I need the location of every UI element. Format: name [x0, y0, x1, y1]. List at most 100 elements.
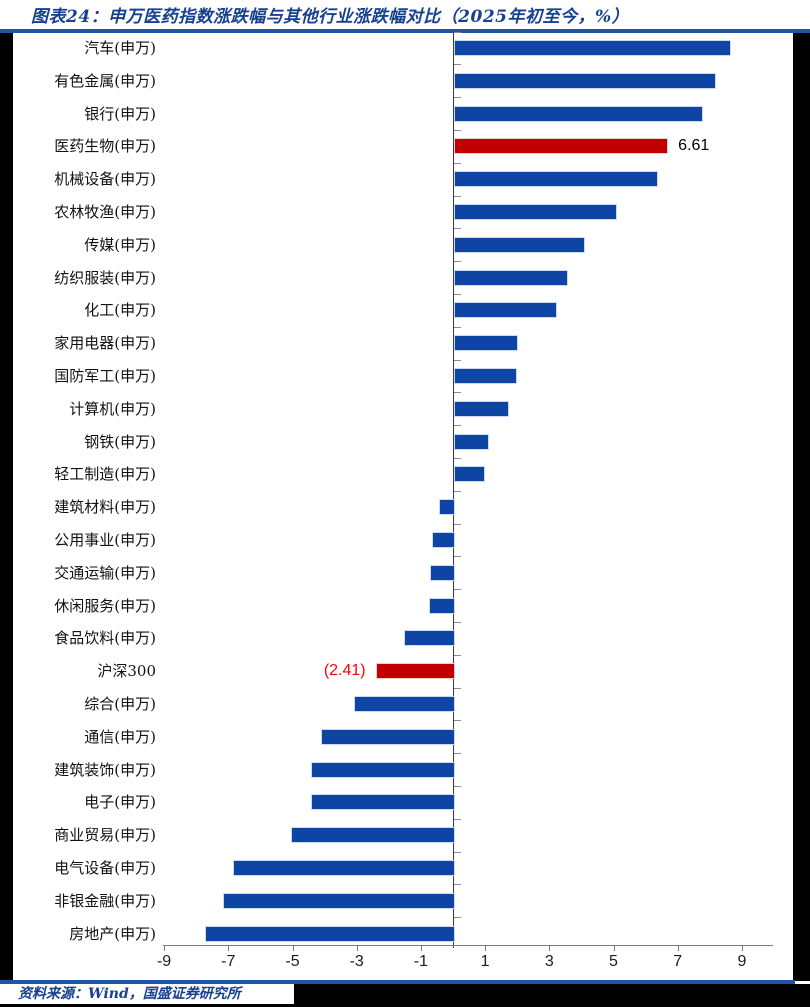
- category-axis-tick: [454, 851, 461, 853]
- y-axis-zero-line: [453, 33, 454, 948]
- category-label: 传媒(申万): [84, 235, 156, 254]
- category-label: 银行(申万): [84, 104, 156, 123]
- bar: [432, 532, 455, 548]
- bar: [404, 630, 455, 647]
- category-axis-tick: [454, 326, 461, 328]
- bar: [428, 597, 455, 614]
- category-axis-tick: [454, 818, 461, 820]
- category-axis-tick: [454, 97, 461, 99]
- x-axis-tick: [485, 945, 487, 951]
- category-axis-tick: [454, 130, 461, 131]
- category-label: 综合(申万): [84, 695, 156, 713]
- category-label: 国防军工(申万): [54, 367, 156, 385]
- x-tick-label: 9: [737, 953, 747, 970]
- footer-divider-rule: [0, 980, 795, 984]
- x-axis-tick: [677, 945, 679, 951]
- bar: [454, 204, 617, 220]
- x-tick-label: -9: [156, 953, 172, 970]
- x-tick-label: -3: [349, 953, 364, 970]
- bar: [454, 269, 568, 286]
- bar: [205, 925, 455, 942]
- x-tick-label: -5: [285, 953, 300, 970]
- x-tick-label: 1: [480, 953, 490, 970]
- category-label: 医药生物(申万): [54, 137, 156, 156]
- figure-title: 图表24：申万医药指数涨跌幅与其他行业涨跌幅对比（2025年初至今，%）: [31, 7, 630, 27]
- bar-highlight: [454, 138, 669, 155]
- bar: [454, 40, 731, 56]
- x-axis-tick: [356, 945, 358, 951]
- category-label: 化工(申万): [84, 301, 156, 320]
- category-axis-tick: [454, 884, 461, 886]
- category-label: 电子(申万): [84, 793, 156, 812]
- category-label: 机械设备(申万): [54, 170, 156, 189]
- category-label: 有色金属(申万): [54, 71, 156, 90]
- x-tick-label: 7: [673, 953, 683, 970]
- right-black-border: [793, 33, 810, 981]
- category-axis-tick: [454, 786, 461, 787]
- category-label: 商业贸易(申万): [54, 826, 156, 845]
- category-label: 非银金融(申万): [54, 891, 156, 910]
- category-axis-tick: [454, 622, 461, 623]
- bar: [438, 499, 455, 516]
- category-axis-tick: [454, 392, 461, 394]
- bar: [310, 794, 455, 811]
- category-label: 通信(申万): [84, 727, 156, 746]
- bar: [454, 400, 509, 417]
- source-box: 资料来源：Wind，国盛证券研究所: [0, 984, 294, 1004]
- bar: [454, 105, 703, 122]
- bar: [454, 368, 517, 384]
- category-label: 农林牧渔(申万): [54, 203, 156, 221]
- bar: [233, 860, 455, 876]
- left-black-border: [0, 33, 13, 981]
- category-axis-tick: [454, 359, 461, 361]
- category-axis-tick: [454, 31, 461, 33]
- x-tick-label: -1: [413, 953, 428, 970]
- category-label: 公用事业(申万): [54, 531, 156, 549]
- x-axis-tick: [420, 945, 422, 951]
- bar-highlight: [375, 663, 455, 680]
- bar: [291, 827, 455, 844]
- value-label: 6.61: [678, 137, 710, 155]
- bar: [429, 564, 455, 581]
- category-label: 建筑装饰(申万): [54, 760, 156, 779]
- category-axis-tick: [454, 425, 461, 427]
- x-axis-tick: [164, 945, 166, 951]
- category-label: 纺织服装(申万): [54, 268, 156, 287]
- x-axis-line: [163, 945, 773, 946]
- category-label: 建筑材料(申万): [54, 498, 156, 517]
- bar: [454, 335, 518, 352]
- category-label: 轻工制造(申万): [54, 465, 156, 484]
- category-axis-tick: [454, 162, 461, 164]
- bar-chart: 汽车(申万) 有色金属(申万) 银行(申万) 医药生物(申万) 机械设备(申万) 农林牧渔…: [0, 31, 810, 981]
- category-label: 沪深300: [97, 662, 156, 681]
- category-axis-tick: [454, 523, 461, 525]
- title-divider-rule: [0, 29, 810, 33]
- source-note: 资料来源：Wind，国盛证券研究所: [18, 986, 241, 1002]
- x-tick-label: -7: [221, 953, 236, 970]
- category-label: 休闲服务(申万): [54, 596, 156, 615]
- category-axis-tick: [454, 458, 461, 459]
- x-tick-label: 3: [544, 953, 554, 970]
- category-label: 房地产(申万): [69, 924, 156, 943]
- category-axis-tick: [454, 261, 461, 263]
- category-label: 食品饮料(申万): [54, 629, 156, 648]
- category-label: 计算机(申万): [69, 399, 156, 418]
- bar: [454, 236, 585, 253]
- category-axis-tick: [454, 687, 461, 689]
- bar: [454, 433, 490, 450]
- category-axis-tick: [454, 294, 461, 295]
- category-label: 家用电器(申万): [54, 334, 156, 353]
- category-axis-tick: [454, 654, 461, 656]
- bottom-strip: 资料来源：Wind，国盛证券研究所: [0, 984, 810, 1007]
- category-axis-tick: [454, 195, 461, 197]
- x-axis-tick: [613, 945, 615, 951]
- bar: [354, 696, 455, 712]
- bar: [454, 302, 557, 319]
- category-label: 钢铁(申万): [84, 432, 156, 451]
- bar: [454, 171, 658, 188]
- x-axis-tick: [228, 945, 230, 951]
- bar: [321, 728, 455, 745]
- category-axis-tick: [454, 64, 461, 66]
- x-axis-tick: [292, 945, 294, 951]
